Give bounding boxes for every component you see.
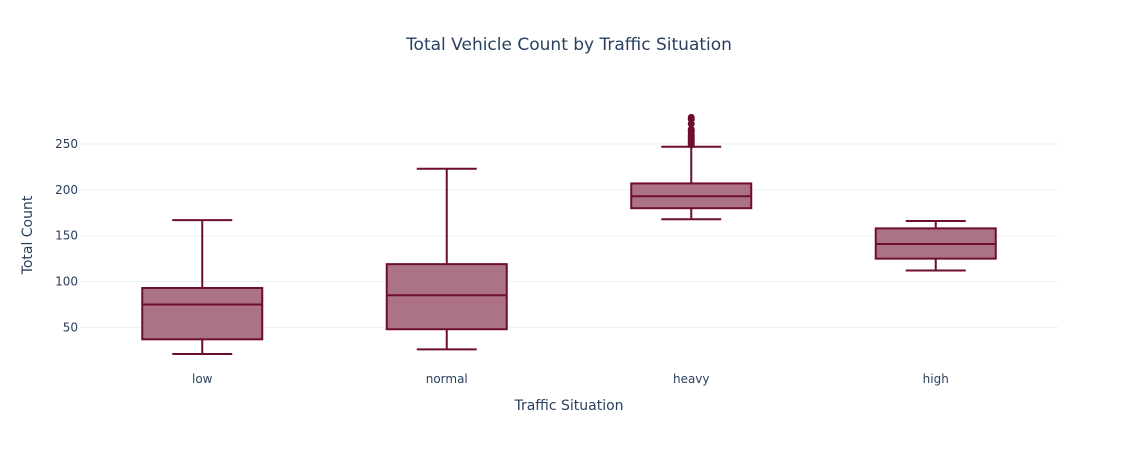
y-tick-label-100: 100: [55, 275, 78, 289]
box-body-normal: [385, 263, 508, 331]
y-axis-ticks: 50 100 150 200 250: [55, 137, 78, 334]
outlier-point-heavy-8: [687, 125, 695, 133]
x-tick-label-low: low: [192, 372, 213, 386]
y-tick-label-150: 150: [55, 229, 78, 243]
gridlines: [80, 143, 1058, 328]
chart-title: Total Vehicle Count by Traffic Situation: [405, 35, 732, 55]
x-axis-ticks: low normal heavy high: [192, 372, 949, 386]
box-heavy: [630, 113, 753, 221]
box-high: [874, 220, 997, 272]
y-tick-label-250: 250: [55, 137, 78, 151]
outlier-point-heavy-11: [687, 113, 695, 121]
x-tick-label-normal: normal: [426, 372, 468, 386]
box-series: [141, 113, 997, 355]
y-axis-title: Total Count: [20, 195, 36, 275]
box-normal: [385, 167, 508, 351]
x-tick-label-high: high: [923, 372, 949, 386]
box-body-low: [141, 286, 264, 341]
box-low: [141, 219, 264, 355]
x-axis-title: Traffic Situation: [513, 398, 623, 414]
y-tick-label-50: 50: [63, 320, 78, 334]
x-tick-label-heavy: heavy: [673, 372, 710, 386]
y-tick-label-200: 200: [55, 183, 78, 197]
